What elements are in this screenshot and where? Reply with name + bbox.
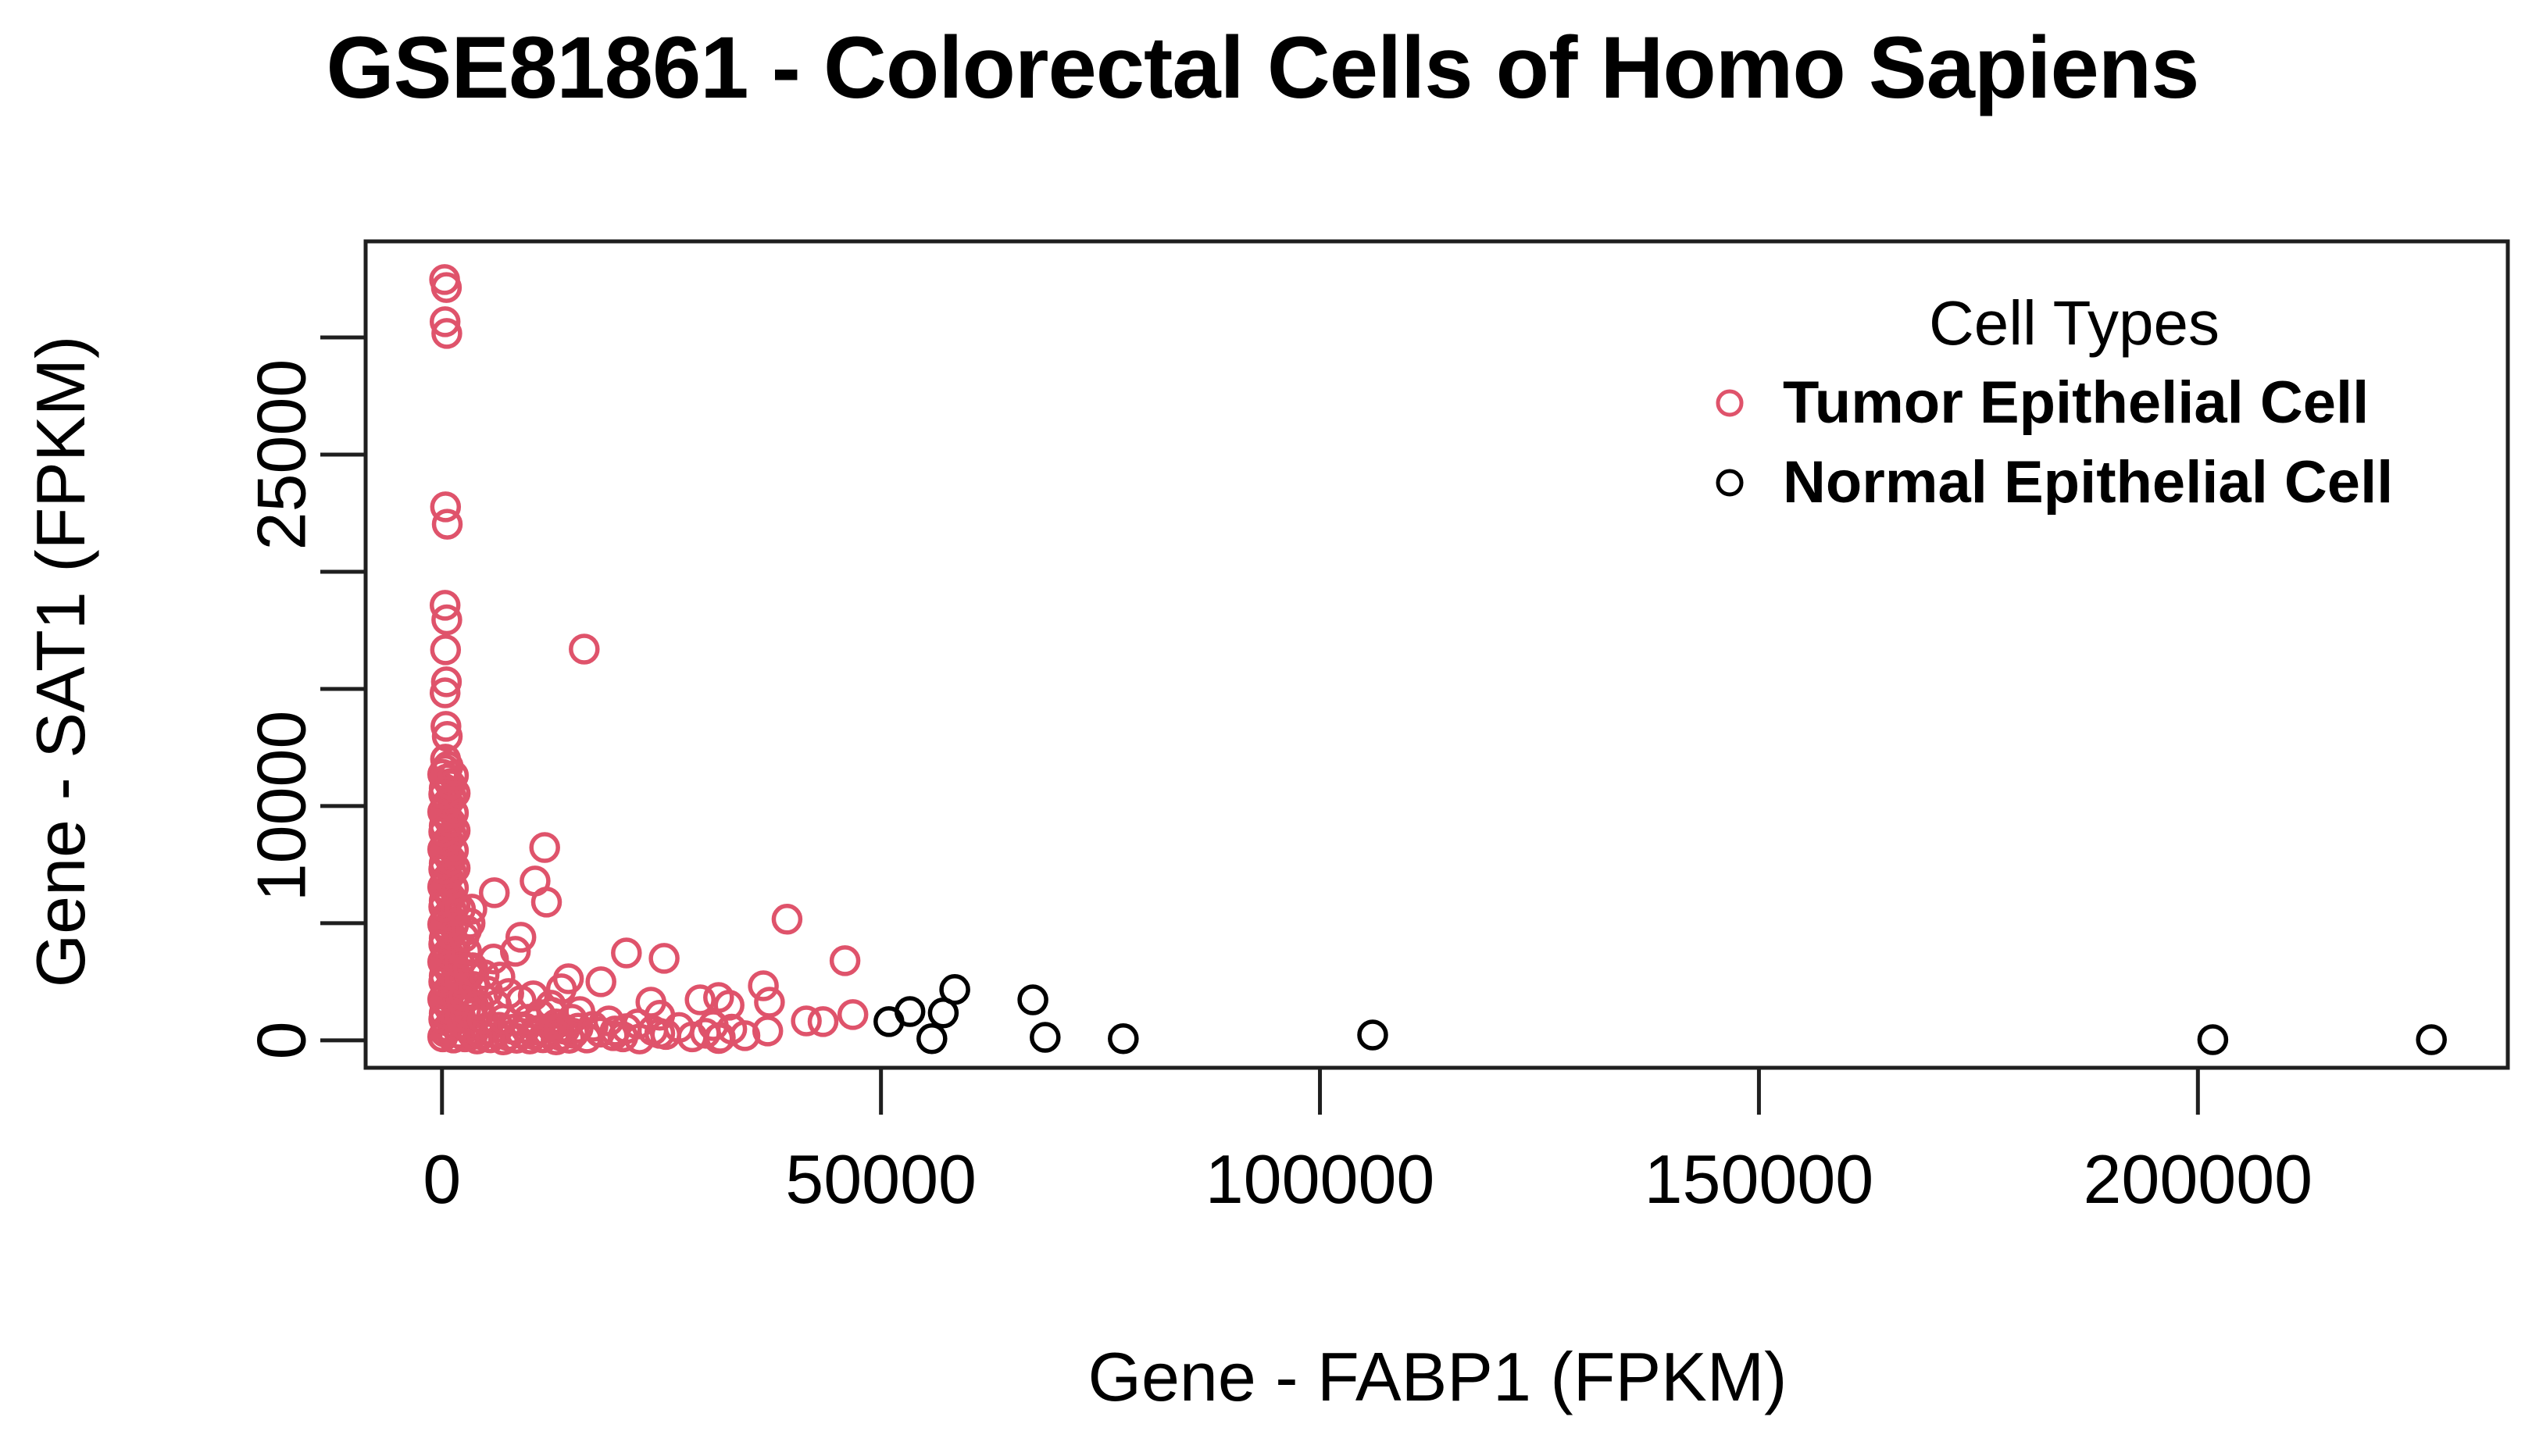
legend-label-normal-epithelial-cell: Normal Epithelial Cell xyxy=(1783,449,2394,516)
data-point-tumor-epithelial-cell xyxy=(577,1011,609,1042)
data-point-tumor-epithelial-cell xyxy=(585,966,616,997)
plot-border-box xyxy=(363,239,2510,1070)
data-point-tumor-epithelial-cell xyxy=(713,990,745,1021)
x-axis-tick-label: 0 xyxy=(423,1140,461,1218)
data-point-tumor-epithelial-cell xyxy=(837,999,869,1030)
x-axis-tick-label: 200000 xyxy=(2083,1140,2312,1218)
data-point-normal-epithelial-cell xyxy=(2416,1024,2447,1055)
data-point-tumor-epithelial-cell xyxy=(431,509,463,540)
data-point-tumor-epithelial-cell xyxy=(431,604,462,636)
data-point-tumor-epithelial-cell xyxy=(648,943,680,974)
data-point-tumor-epithelial-cell xyxy=(438,760,470,791)
legend-markers-layer xyxy=(1716,389,1744,497)
data-point-normal-epithelial-cell xyxy=(894,996,926,1027)
legend-marker-tumor-icon xyxy=(1716,389,1744,417)
data-point-tumor-epithelial-cell xyxy=(622,1008,654,1040)
data-point-tumor-epithelial-cell xyxy=(529,832,560,863)
data-point-normal-epithelial-cell xyxy=(2197,1024,2229,1055)
data-point-tumor-epithelial-cell xyxy=(829,945,861,976)
data-point-tumor-epithelial-cell xyxy=(505,922,537,953)
data-point-tumor-epithelial-cell xyxy=(748,970,779,1001)
data-point-normal-epithelial-cell xyxy=(1017,984,1048,1015)
legend-marker-normal-icon xyxy=(1716,469,1744,497)
data-point-tumor-epithelial-cell xyxy=(499,936,531,967)
data-point-tumor-epithelial-cell xyxy=(569,633,600,665)
data-point-normal-epithelial-cell xyxy=(1030,1022,1061,1053)
data-point-tumor-epithelial-cell xyxy=(430,272,462,303)
data-point-tumor-epithelial-cell xyxy=(431,318,462,349)
data-point-tumor-epithelial-cell xyxy=(552,963,584,994)
data-point-tumor-epithelial-cell xyxy=(445,894,477,925)
data-points-layer xyxy=(427,264,2447,1056)
data-point-tumor-epithelial-cell xyxy=(429,677,461,708)
data-point-tumor-epithelial-cell xyxy=(430,711,462,742)
legend-label-tumor-epithelial-cell: Tumor Epithelial Cell xyxy=(1783,369,2370,436)
data-point-tumor-epithelial-cell xyxy=(429,590,461,621)
y-axis-tick-label: 0 xyxy=(243,1021,320,1059)
x-axis-tick-label: 50000 xyxy=(785,1140,977,1218)
axis-tick-labels-layer: 0 50000 100000 150000 200000 0 10000 25000 xyxy=(243,359,2313,1218)
data-point-tumor-epithelial-cell xyxy=(478,877,510,908)
x-axis-tick-label: 100000 xyxy=(1205,1140,1435,1218)
data-point-tumor-epithelial-cell xyxy=(791,1005,822,1037)
chart-title: GSE81861 - Colorectal Cells of Homo Sapi… xyxy=(326,19,2200,116)
data-point-tumor-epithelial-cell xyxy=(430,491,462,523)
data-point-tumor-epithelial-cell xyxy=(752,1015,784,1047)
data-point-tumor-epithelial-cell xyxy=(484,962,516,993)
data-point-normal-epithelial-cell xyxy=(1357,1019,1388,1051)
data-point-tumor-epithelial-cell xyxy=(754,987,785,1018)
data-point-tumor-epithelial-cell xyxy=(530,887,562,918)
data-point-tumor-epithelial-cell xyxy=(611,937,642,969)
data-point-tumor-epithelial-cell xyxy=(468,959,500,990)
data-point-tumor-epithelial-cell xyxy=(543,1013,574,1044)
y-axis-tick-label: 10000 xyxy=(243,711,320,902)
y-axis-title: Gene - SAT1 (FPKM) xyxy=(22,335,99,988)
y-axis-tick-label: 25000 xyxy=(243,359,320,551)
data-point-tumor-epithelial-cell xyxy=(705,1022,736,1053)
data-point-tumor-epithelial-cell xyxy=(430,634,462,666)
data-point-tumor-epithelial-cell xyxy=(429,306,461,337)
data-point-tumor-epithelial-cell xyxy=(456,894,488,925)
data-point-tumor-epithelial-cell xyxy=(430,666,462,698)
axis-ticks-layer xyxy=(320,335,2200,1115)
data-point-tumor-epithelial-cell xyxy=(517,980,549,1012)
x-axis-tick-label: 150000 xyxy=(1645,1140,1874,1218)
x-axis-title: Gene - FABP1 (FPKM) xyxy=(1088,1338,1788,1415)
data-point-normal-epithelial-cell xyxy=(939,974,970,1005)
data-point-normal-epithelial-cell xyxy=(916,1023,948,1055)
data-point-tumor-epithelial-cell xyxy=(771,904,803,935)
data-point-tumor-epithelial-cell xyxy=(451,915,482,946)
data-point-tumor-epithelial-cell xyxy=(807,1006,839,1037)
data-point-normal-epithelial-cell xyxy=(1108,1023,1139,1055)
data-point-tumor-epithelial-cell xyxy=(684,984,716,1015)
data-point-tumor-epithelial-cell xyxy=(536,997,567,1028)
data-point-tumor-epithelial-cell xyxy=(431,721,463,752)
legend-title: Cell Types xyxy=(1928,288,2220,358)
